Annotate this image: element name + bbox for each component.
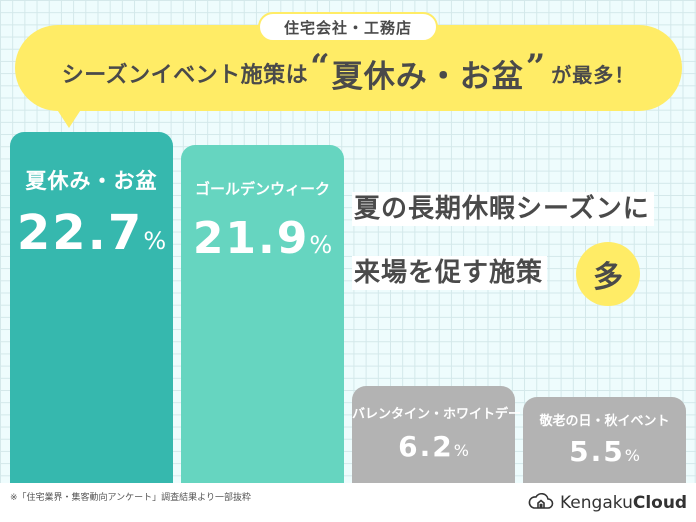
callout-line-2: 来場を促す施策 — [352, 256, 548, 290]
bar-summer-obon: 夏休み・お盆 22.7% — [10, 132, 173, 483]
category-tag: 住宅会社・工務店 — [258, 12, 438, 42]
headline-prefix: シーズンイベント施策は — [61, 63, 309, 88]
bar-value: 5.5% — [569, 435, 640, 468]
bar-label: ゴールデンウィーク — [194, 180, 330, 198]
bubble-tail — [56, 108, 82, 128]
kengaku-cloud-logo: KengakuCloud — [528, 491, 687, 515]
bar-golden-week: ゴールデンウィーク 21.9% — [181, 145, 344, 483]
bar-label: 敬老の日・秋イベント — [539, 414, 670, 429]
bar-valentine-whiteday: バレンタイン・ホワイトデー 6.2% — [352, 386, 522, 483]
bar-label: 夏休み・お盆 — [25, 169, 158, 193]
footer — [0, 483, 696, 522]
quote-open: “ — [310, 47, 330, 87]
headline: シーズンイベント施策は “ 夏休み・お盆 ” が最多！ — [15, 47, 682, 98]
source-note: ※「住宅業界・集客動向アンケート」調査結果より一部抜粋 — [10, 493, 252, 503]
logo-text: KengakuCloud — [560, 493, 688, 513]
headline-highlight: 夏休み・お盆 — [331, 58, 524, 95]
callout-badge: 多 — [576, 242, 640, 306]
bar-respect-aged-autumn: 敬老の日・秋イベント 5.5% — [523, 397, 686, 483]
bar-label: バレンタイン・ホワイトデー — [352, 407, 522, 422]
callout-line-1: 夏の長期休暇シーズンに — [352, 192, 654, 226]
quote-close: ” — [525, 47, 546, 87]
bar-value: 22.7% — [16, 205, 167, 261]
bar-value: 21.9% — [192, 213, 333, 264]
cloud-house-icon — [528, 491, 554, 515]
headline-suffix: が最多！ — [551, 62, 636, 87]
bar-value: 6.2% — [398, 430, 469, 463]
